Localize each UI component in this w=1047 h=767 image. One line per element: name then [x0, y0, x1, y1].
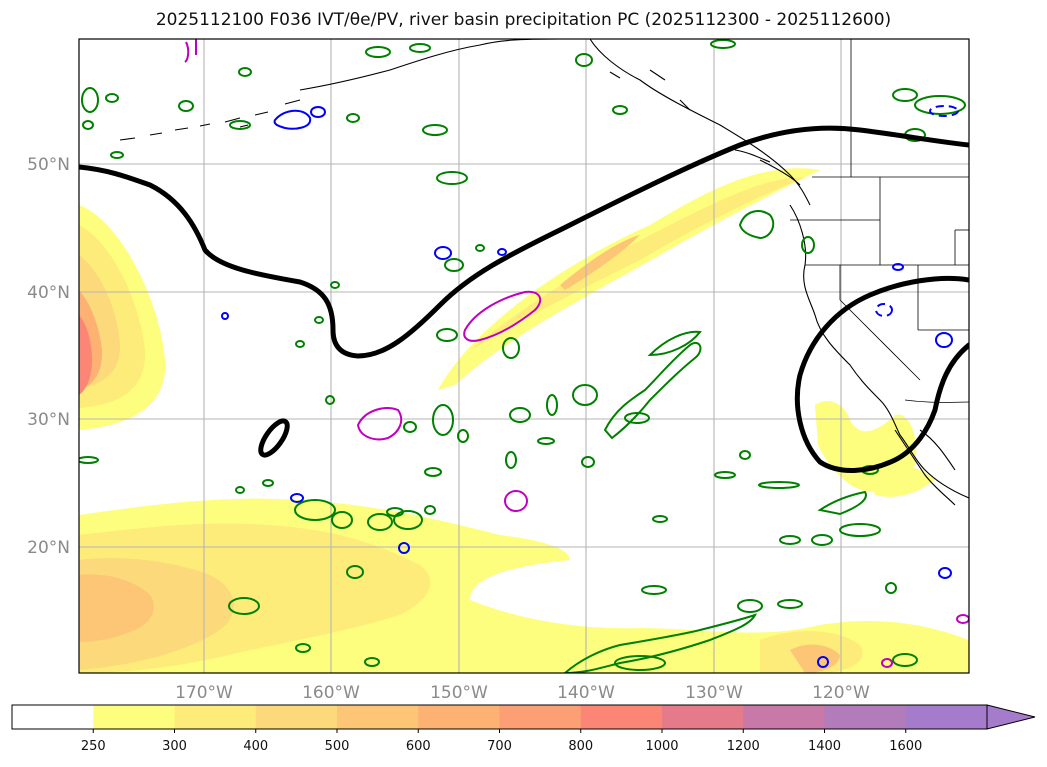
colorbar-swatch	[93, 705, 175, 729]
magenta-contour-ar	[463, 290, 542, 342]
colorbar-swatch	[824, 705, 907, 729]
latitude-labels: 50°N 40°N 30°N 20°N	[27, 155, 70, 558]
colorbar-tick-label: 300	[162, 739, 187, 754]
map-title: 2025112100 F036 IVT/θe/PV, river basin p…	[155, 10, 892, 30]
green-contours	[79, 39, 966, 673]
lon-label: 170°W	[175, 683, 233, 703]
state-borders	[790, 39, 969, 403]
colorbar-tick-label: 1000	[645, 739, 678, 754]
colorbar-extend-arrow	[986, 704, 1036, 730]
lat-label: 30°N	[27, 410, 70, 430]
graticule	[79, 39, 969, 673]
colorbar-tick-label: 1600	[889, 739, 922, 754]
west-coast-coastline	[789, 204, 969, 499]
colorbar-swatch	[743, 705, 825, 729]
colorbar-swatch	[580, 705, 663, 729]
lat-label: 50°N	[27, 155, 70, 175]
longitude-labels: 170°W 160°W 150°W 140°W 130°W 120°W	[175, 683, 870, 703]
green-contour-southern-chain	[563, 613, 757, 673]
colorbar-swatch	[12, 705, 94, 729]
colorbar-tick-label: 800	[568, 739, 593, 754]
colorbar-swatch	[174, 705, 257, 729]
colorbar-tick-label: 600	[406, 739, 431, 754]
lat-label: 40°N	[27, 283, 70, 303]
canada-islands	[609, 69, 801, 186]
magenta-contour-subtropical	[356, 407, 403, 441]
aleutian-islands	[119, 99, 301, 141]
colorbar-tick-label: 500	[325, 739, 350, 754]
lon-label: 140°W	[557, 683, 615, 703]
colorbar-swatch	[499, 705, 582, 729]
lon-label: 120°W	[812, 683, 870, 703]
green-contour-chain-1	[603, 341, 702, 440]
map-frame	[78, 38, 970, 674]
colorbar-tick-label: 700	[487, 739, 512, 754]
colorbar: 250 300 400 500 600 700 800 1000 1200 1400 1600	[11, 704, 1036, 754]
colorbar-swatch	[418, 705, 500, 729]
lon-label: 160°W	[302, 683, 360, 703]
colorbar-tick-label: 250	[81, 739, 106, 754]
blue-contour-gulf-of-alaska	[273, 109, 312, 130]
ivt-shading	[79, 168, 969, 673]
colorbar-swatch	[662, 705, 744, 729]
lon-label: 130°W	[685, 683, 743, 703]
theta-contour-small-loop	[258, 418, 290, 458]
colorbar-swatch	[255, 705, 338, 729]
theta-contour-closed-low	[794, 275, 969, 473]
theta-contour-main	[79, 125, 969, 359]
blue-contours	[221, 105, 959, 668]
magenta-contours	[184, 39, 969, 668]
colorbar-tick-label: 1200	[727, 739, 760, 754]
lon-label: 150°W	[430, 683, 488, 703]
colorbar-swatch	[905, 705, 988, 729]
colorbar-swatch	[337, 705, 419, 729]
lat-label: 20°N	[27, 538, 70, 558]
theta-contours	[79, 125, 969, 473]
green-contour-subtropical-band	[817, 490, 867, 516]
colorbar-tick-label: 1400	[808, 739, 841, 754]
colorbar-tick-label: 400	[243, 739, 268, 754]
green-contour-washington-coast	[738, 210, 775, 240]
